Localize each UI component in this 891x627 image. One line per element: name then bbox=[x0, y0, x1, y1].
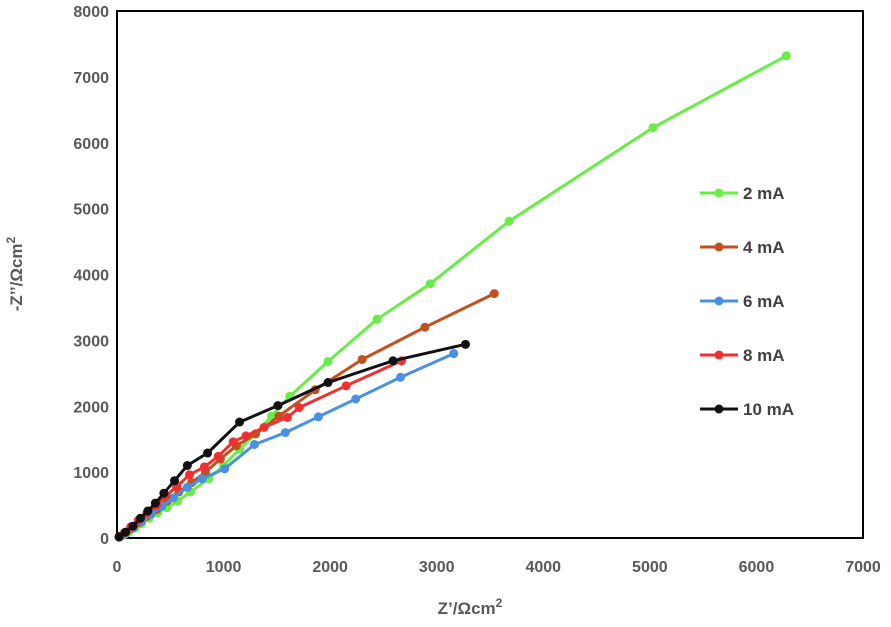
data-point bbox=[150, 498, 160, 508]
y-tick-label: 2000 bbox=[73, 399, 109, 416]
data-point bbox=[280, 428, 290, 438]
data-point bbox=[313, 412, 323, 422]
x-axis-ticks: 0 1000 2000 3000 4000 5000 6000 7000 bbox=[113, 559, 881, 576]
data-point bbox=[351, 394, 361, 404]
legend-item: 8 mA bbox=[700, 346, 785, 365]
x-tick-label: 6000 bbox=[739, 559, 775, 576]
data-point bbox=[323, 378, 333, 388]
y-axis-title: -Z’’/Ωcm2 bbox=[4, 236, 26, 311]
series-group bbox=[114, 339, 470, 542]
data-point bbox=[274, 411, 284, 421]
data-point bbox=[159, 488, 169, 498]
legend-item: 10 mA bbox=[700, 400, 794, 419]
data-point bbox=[228, 437, 238, 447]
data-point bbox=[388, 356, 398, 366]
y-tick-label: 6000 bbox=[73, 136, 109, 153]
data-point bbox=[182, 482, 192, 492]
data-point bbox=[170, 476, 180, 486]
y-axis-ticks: 0 1000 2000 3000 4000 5000 6000 7000 8000 bbox=[73, 4, 109, 548]
y-axis-title-text: -Z’’/Ωcm bbox=[7, 243, 26, 311]
data-point bbox=[184, 470, 194, 480]
data-point bbox=[504, 216, 514, 226]
y-tick-label: 0 bbox=[100, 531, 109, 548]
x-tick-label: 0 bbox=[113, 559, 122, 576]
data-point bbox=[489, 289, 499, 299]
y-axis-title-superscript: 2 bbox=[4, 236, 18, 243]
legend-item: 6 mA bbox=[700, 292, 785, 311]
x-tick-label: 7000 bbox=[845, 559, 881, 576]
legend-label: 6 mA bbox=[743, 292, 785, 311]
legend-item: 4 mA bbox=[700, 238, 785, 257]
data-point bbox=[449, 349, 459, 359]
y-tick-label: 8000 bbox=[73, 4, 109, 21]
legend-label: 2 mA bbox=[743, 184, 785, 203]
x-tick-label: 1000 bbox=[206, 559, 242, 576]
x-tick-label: 5000 bbox=[632, 559, 668, 576]
data-point bbox=[294, 403, 304, 413]
data-point bbox=[128, 521, 138, 531]
legend-swatch-marker bbox=[714, 404, 724, 414]
data-point bbox=[323, 356, 333, 366]
data-point bbox=[249, 439, 259, 449]
x-tick-label: 4000 bbox=[525, 559, 561, 576]
legend-swatch-marker bbox=[714, 350, 724, 360]
data-point bbox=[357, 354, 367, 364]
x-axis-title: Z’/Ωcm2 bbox=[438, 596, 503, 618]
data-point bbox=[460, 339, 470, 349]
legend-label: 8 mA bbox=[743, 346, 785, 365]
legend: 2 mA 4 mA 6 mA 8 mA 10 mA bbox=[700, 184, 794, 419]
x-tick-label: 3000 bbox=[419, 559, 455, 576]
data-point bbox=[143, 506, 153, 516]
y-tick-label: 3000 bbox=[73, 333, 109, 350]
data-point bbox=[135, 513, 145, 523]
data-point bbox=[283, 412, 293, 422]
series-layer bbox=[114, 51, 791, 542]
data-point bbox=[203, 448, 213, 458]
data-point bbox=[395, 372, 405, 382]
legend-label: 4 mA bbox=[743, 238, 785, 257]
data-point bbox=[425, 279, 435, 289]
data-point bbox=[121, 527, 131, 537]
legend-swatch-marker bbox=[714, 242, 724, 252]
x-axis-title-superscript: 2 bbox=[496, 596, 503, 610]
y-tick-label: 4000 bbox=[73, 268, 109, 285]
x-axis-title-text: Z’/Ωcm bbox=[438, 599, 496, 618]
legend-swatch-marker bbox=[714, 188, 724, 198]
data-point bbox=[235, 417, 245, 427]
data-point bbox=[199, 462, 209, 472]
data-point bbox=[648, 123, 658, 133]
y-tick-label: 5000 bbox=[73, 202, 109, 219]
x-tick-label: 2000 bbox=[312, 559, 348, 576]
data-point bbox=[420, 322, 430, 332]
data-point bbox=[372, 314, 382, 324]
data-point bbox=[114, 532, 124, 542]
legend-item: 2 mA bbox=[700, 184, 785, 203]
data-point bbox=[197, 474, 207, 484]
data-point bbox=[259, 422, 269, 432]
y-tick-label: 7000 bbox=[73, 70, 109, 87]
data-point bbox=[273, 401, 283, 411]
legend-swatch-marker bbox=[714, 296, 724, 306]
data-point bbox=[781, 51, 791, 61]
legend-label: 10 mA bbox=[743, 400, 794, 419]
data-point bbox=[341, 381, 351, 391]
data-point bbox=[220, 464, 230, 474]
data-point bbox=[213, 451, 223, 461]
data-point bbox=[241, 431, 251, 441]
data-point bbox=[182, 461, 192, 471]
y-tick-label: 1000 bbox=[73, 465, 109, 482]
data-point bbox=[168, 493, 178, 503]
